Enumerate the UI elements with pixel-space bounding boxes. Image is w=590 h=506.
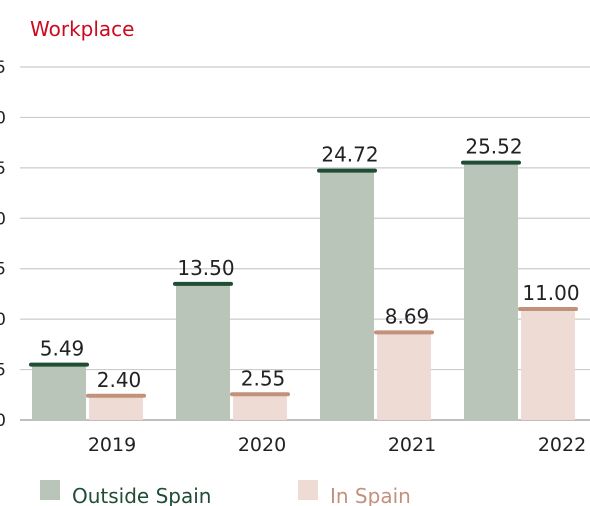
bar <box>521 309 575 420</box>
value-label: 2.55 <box>241 366 286 390</box>
legend-swatch <box>298 480 318 500</box>
y-tick-label: 10 <box>0 310 6 330</box>
bar <box>377 332 431 420</box>
bar <box>32 364 86 420</box>
bar <box>233 394 287 420</box>
y-tick-label: 5 <box>0 361 6 381</box>
value-label: 24.72 <box>321 143 378 167</box>
bar <box>89 395 143 420</box>
value-label: 5.49 <box>40 337 85 361</box>
legend-label: In Spain <box>330 484 411 506</box>
y-tick-label: 25 <box>0 159 6 179</box>
x-tick-label: 2022 <box>538 434 586 456</box>
y-tick-label: 30 <box>0 108 6 128</box>
y-tick-label: 20 <box>0 209 6 229</box>
value-label: 8.69 <box>385 304 430 328</box>
value-label: 11.00 <box>522 281 579 305</box>
y-tick-label: 15 <box>0 260 6 280</box>
bar <box>464 162 518 421</box>
legend-swatch <box>40 480 60 500</box>
y-tick-label: 35 <box>0 58 6 78</box>
y-tick-label: 0 <box>0 411 6 431</box>
chart-title: Workplace <box>30 17 134 41</box>
bar <box>176 283 230 420</box>
legend-label: Outside Spain <box>72 484 211 506</box>
value-label: 13.50 <box>177 256 234 280</box>
x-tick-label: 2020 <box>238 434 286 456</box>
x-tick-label: 2019 <box>88 434 136 456</box>
x-tick-label: 2021 <box>388 434 436 456</box>
value-label: 2.40 <box>97 368 142 392</box>
bar <box>320 170 374 420</box>
value-label: 25.52 <box>465 135 522 159</box>
